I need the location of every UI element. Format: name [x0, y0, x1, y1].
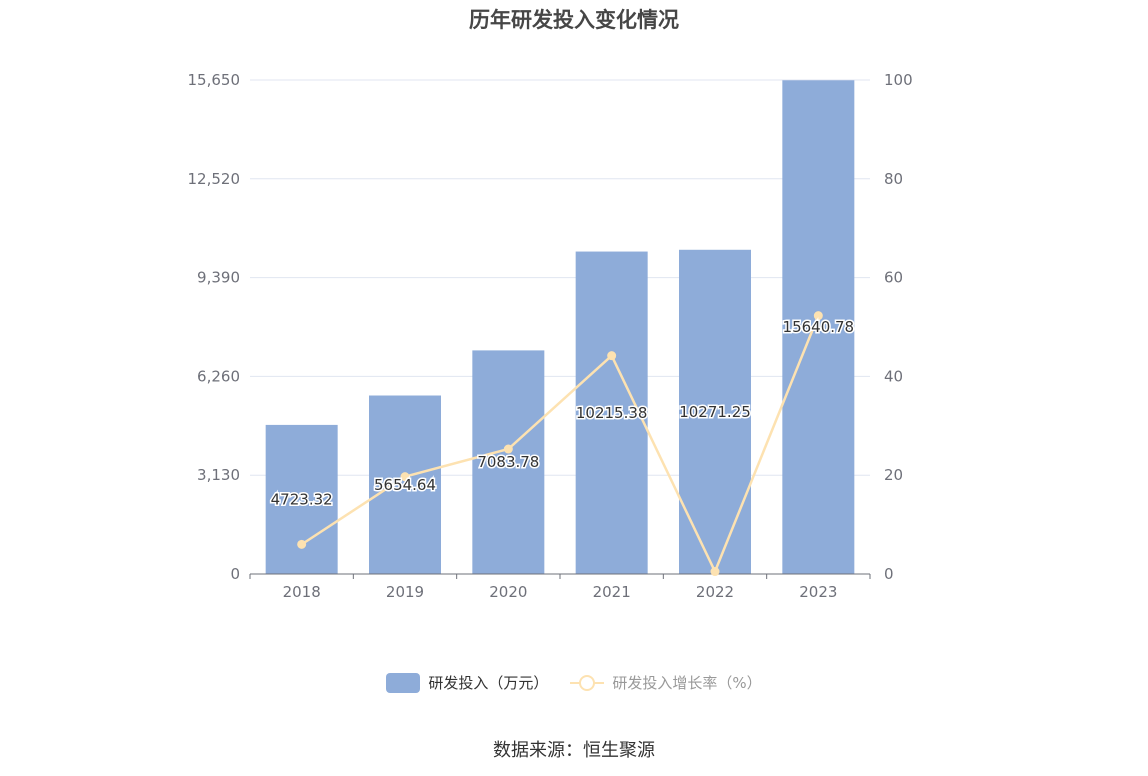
y-right-tick-label: 0 [884, 565, 894, 583]
x-tick-label: 2020 [489, 583, 527, 601]
bar-value-label: 5654.64 [374, 476, 436, 494]
y-left-tick-label: 0 [230, 565, 240, 583]
y-left-tick-label: 9,390 [197, 269, 240, 287]
x-tick-label: 2021 [593, 583, 631, 601]
y-right-tick-label: 40 [884, 367, 903, 385]
growth-point [400, 472, 410, 482]
y-left-tick-label: 12,520 [188, 170, 241, 188]
bar [575, 251, 648, 574]
bar [782, 80, 855, 575]
legend-bar-swatch [386, 672, 421, 693]
y-left-tick-label: 3,130 [197, 466, 240, 484]
x-tick-label: 2023 [799, 583, 837, 601]
bar [472, 350, 545, 574]
growth-point [503, 444, 513, 454]
legend: 研发投入（万元） 研发投入增长率（%） [0, 672, 1148, 693]
legend-item-line[interactable]: 研发投入增长率（%） [570, 672, 762, 693]
legend-line-swatch [570, 673, 605, 693]
x-tick-label: 2022 [696, 583, 734, 601]
bar-value-label: 10215.38 [576, 404, 648, 422]
legend-item-bar[interactable]: 研发投入（万元） [386, 672, 548, 693]
bar-value-label: 4723.32 [271, 490, 333, 508]
growth-line [300, 315, 820, 575]
x-tick-label: 2019 [386, 583, 424, 601]
legend-bar-label: 研发投入（万元） [428, 674, 549, 692]
bar-value-label: 7083.78 [477, 453, 539, 471]
growth-point [710, 567, 720, 577]
y-right-tick-label: 20 [884, 466, 903, 484]
growth-point [813, 311, 823, 321]
legend-line-label: 研发投入增长率（%） [612, 674, 762, 692]
y-right-tick-label: 100 [884, 71, 913, 89]
bar [369, 395, 441, 574]
source-note: 数据来源：恒生聚源 [493, 740, 655, 761]
y-right-tick-label: 60 [884, 269, 903, 287]
y-right-tick-label: 80 [884, 170, 903, 188]
chart-title: 历年研发投入变化情况 [469, 8, 679, 32]
growth-point [607, 351, 617, 361]
growth-point [297, 539, 307, 549]
y-left-tick-label: 15,650 [188, 71, 241, 89]
bar [265, 424, 338, 574]
x-tick-label: 2018 [283, 583, 321, 601]
bar-value-label: 15640.78 [783, 318, 855, 336]
y-left-tick-label: 6,260 [197, 367, 240, 385]
bar-value-label: 10271.25 [679, 403, 751, 421]
